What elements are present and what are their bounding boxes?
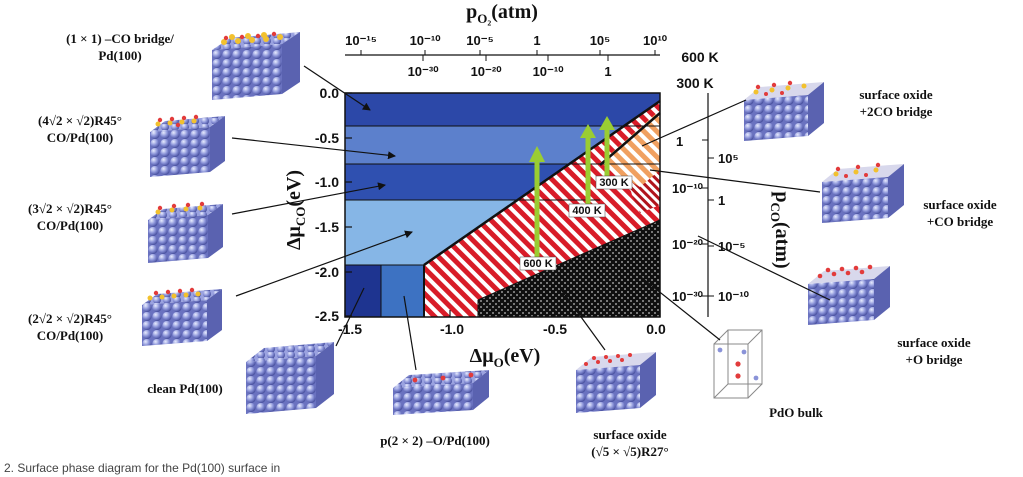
slab-clean-pd	[246, 342, 334, 414]
label-line: +CO bridge	[926, 214, 994, 229]
slab-surface-oxide-o	[808, 264, 890, 325]
top-tick-label: 10⁵	[590, 33, 611, 48]
label-line: (2√2 × √2)R45°	[28, 311, 112, 326]
slab-co-3r2	[148, 201, 223, 263]
right-tick-label: 10⁻¹⁰	[718, 289, 750, 304]
slab-p2x2-o	[393, 370, 489, 415]
top-tick-label: 10⁻¹⁵	[345, 33, 377, 48]
label-pdo-bulk: PdO bulk	[769, 405, 823, 420]
label-600k: 600 K	[523, 258, 552, 270]
arrow-300k	[599, 116, 615, 178]
y-tick-label: -2.5	[315, 308, 339, 324]
right-tick-label: 10⁵	[718, 151, 739, 166]
region-pdo-bulk	[478, 220, 660, 317]
label-surface-oxide-co: surface oxide +CO bridge	[910, 196, 1010, 230]
right-axis-title: pCO(atm)	[768, 191, 793, 268]
slab-co-bridge-1x1	[212, 31, 300, 100]
top-tick-label: 10¹⁰	[643, 33, 668, 48]
label-co-4r2: (4√2 × √2)R45° CO/Pd(100)	[20, 112, 140, 146]
label-line: (3√2 × √2)R45°	[28, 201, 112, 216]
y-axis-title: ΔμCO(eV)	[283, 170, 308, 250]
figure-caption: 2. Surface phase diagram for the Pd(100)…	[4, 461, 281, 475]
slab-co-4r2	[150, 114, 225, 177]
region-surface-oxide	[424, 101, 660, 317]
label-co-bridge-1x1: (1 × 1) –CO bridge/ Pd(100)	[60, 30, 180, 64]
label-co-2r2: (2√2 × √2)R45° CO/Pd(100)	[10, 310, 130, 344]
arrow-600k	[529, 146, 545, 258]
x-tick-label: -1.5	[338, 321, 362, 337]
region-p2x2-o	[381, 265, 424, 317]
arrow-400k	[580, 124, 596, 205]
pdo-bulk-unit-cell	[713, 329, 763, 399]
label-line: CO/Pd(100)	[36, 328, 104, 343]
y-tick-label: 0.0	[320, 85, 340, 101]
right-tick-label: 10⁻⁵	[718, 239, 745, 254]
slab-co-2r2	[142, 287, 222, 346]
label-line: +O bridge	[905, 352, 963, 367]
label-400k: 400 K	[572, 205, 601, 217]
top-tick-label: 1	[604, 64, 611, 79]
label-line: surface oxide	[923, 197, 997, 212]
right-tick-label: 1	[676, 134, 683, 149]
label-clean-pd: clean Pd(100)	[147, 381, 223, 396]
label-line: (√5 × √5)R27°	[591, 444, 669, 459]
label-line: surface oxide	[593, 427, 667, 442]
top-tick-label: 10⁻¹⁰	[410, 33, 442, 48]
right-pressure-axis: 1 10⁻¹⁰ 10⁻²⁰ 10⁻³⁰ 10⁵ 1 10⁻⁵ 10⁻¹⁰ pCO…	[672, 93, 793, 317]
label-surface-oxide: surface oxide (√5 × √5)R27°	[580, 426, 680, 460]
right-tick-label: 10⁻¹⁰	[672, 181, 704, 196]
top-tick-label: 1	[533, 33, 540, 48]
y-tick-label: -0.5	[315, 130, 339, 146]
label-line: CO/Pd(100)	[36, 218, 104, 233]
label-line: CO/Pd(100)	[46, 130, 114, 145]
label-surface-oxide-2co: surface oxide +2CO bridge	[846, 86, 946, 120]
arrow-temperature-labels: 300 K 400 K 600 K	[519, 175, 633, 271]
right-tick-label: 10⁻²⁰	[672, 237, 704, 252]
top-pressure-axis: pO₂(atm) 10⁻¹⁵ 10⁻¹⁰ 10⁻⁵ 1 10⁵ 10¹⁰ 10⁻…	[345, 1, 719, 91]
temp-label-600k: 600 K	[681, 49, 718, 65]
label-line: (4√2 × √2)R45°	[38, 113, 122, 128]
x-tick-label: -1.0	[440, 321, 464, 337]
top-tick-label: 10⁻¹⁰	[533, 64, 565, 79]
label-surface-oxide-o: surface oxide +O bridge	[884, 334, 984, 368]
top-tick-label: 10⁻²⁰	[471, 64, 503, 79]
leader-lines	[231, 65, 831, 371]
label-line: surface oxide	[897, 335, 971, 350]
x-tick-label: 0.0	[646, 321, 666, 337]
temp-label-300k: 300 K	[676, 75, 713, 91]
y-tick-label: -2.0	[315, 264, 339, 280]
label-line: (1 × 1) –CO bridge/	[66, 31, 174, 46]
slab-surface-oxide-2co	[744, 80, 824, 141]
label-co-3r2: (3√2 × √2)R45° CO/Pd(100)	[10, 200, 130, 234]
structure-illustrations	[142, 31, 904, 415]
label-line: surface oxide	[859, 87, 933, 102]
slab-surface-oxide-co	[822, 162, 904, 223]
x-tick-label: -0.5	[543, 321, 567, 337]
label-line: +2CO bridge	[859, 104, 933, 119]
top-tick-label: 10⁻³⁰	[408, 64, 440, 79]
label-300k: 300 K	[599, 177, 628, 189]
right-tick-label: 1	[718, 193, 725, 208]
label-p2x2-o: p(2 × 2) –O/Pd(100)	[380, 433, 490, 448]
y-tick-label: -1.0	[315, 174, 339, 190]
x-axis-title: ΔμO(eV)	[470, 345, 541, 370]
slab-surface-oxide	[576, 352, 656, 413]
label-line: Pd(100)	[98, 48, 142, 63]
top-tick-label: 10⁻⁵	[466, 33, 493, 48]
plot-frame	[344, 92, 661, 318]
top-axis-title: pO₂(atm)	[466, 1, 538, 26]
y-tick-label: -1.5	[315, 219, 339, 235]
temperature-arrows	[529, 116, 615, 258]
x-axis: -1.5 -1.0 -0.5 0.0 ΔμO(eV)	[338, 310, 666, 370]
right-tick-label: 10⁻³⁰	[672, 289, 704, 304]
region-surface-oxide-2co	[600, 110, 660, 187]
region-co-bridge-1x1	[345, 93, 660, 126]
y-axis: 0.0 -0.5 -1.0 -1.5 -2.0 -2.5 ΔμCO(eV)	[283, 85, 352, 324]
